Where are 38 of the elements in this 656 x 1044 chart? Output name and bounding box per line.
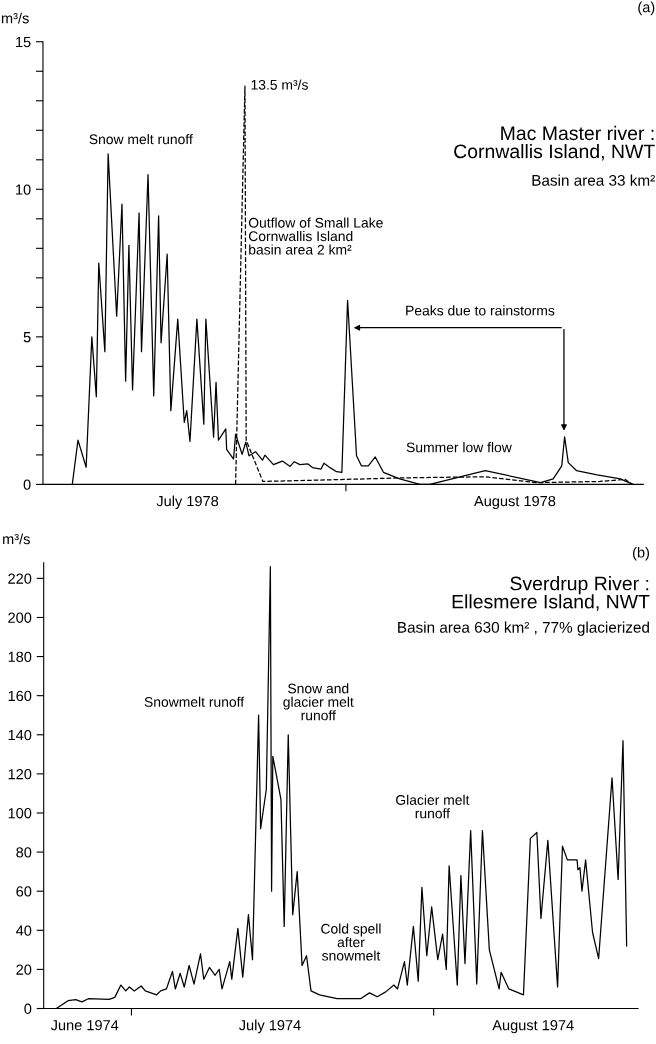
y-tick-label: 200 [8, 612, 32, 623]
y-tick-label: 160 [8, 690, 32, 702]
y-tick-label: 140 [8, 729, 32, 741]
text: Basin area 33 km² [532, 174, 655, 186]
y-tick-label: 100 [8, 808, 32, 819]
y-tick-label: 60 [16, 886, 32, 897]
y-tick-label: 120 [8, 768, 32, 780]
text: Basin area 630 km² , 77% glacierized [398, 621, 649, 636]
text: (a) [638, 1, 655, 16]
y-tick-label: 15 [16, 37, 31, 48]
y-tick-label: 5 [23, 332, 31, 343]
annotation: Glacier melt runoff [396, 794, 470, 819]
text: Mac Master river : Cornwallis Island, NWT [454, 125, 655, 161]
x-tick-label: July 1974 [238, 1019, 301, 1034]
y-tick-label: 20 [16, 964, 32, 975]
annotation: Peaks due to rainstorms [406, 305, 555, 316]
annotation: Snow melt runoff [89, 134, 193, 145]
text: (b) [633, 546, 650, 561]
x-tick-label: July 1978 [156, 495, 219, 510]
x-tick-label: August 1974 [492, 1020, 574, 1034]
annotation: 13.5 m³/s [251, 79, 308, 90]
y-tick-label: 220 [8, 573, 32, 584]
annotation: Snowmelt runoff [144, 696, 245, 707]
y-tick-label: 0 [24, 1003, 32, 1014]
y-tick-label: 10 [16, 184, 31, 195]
x-tick-label: August 1978 [474, 495, 556, 510]
annotation: Summer low flow [406, 442, 512, 453]
y-tick-label: 0 [23, 479, 31, 490]
x-tick-label: June 1974 [50, 1020, 119, 1031]
annotation: Outflow of Small Lake Cornwallis Island basin area 2 km² [248, 217, 383, 255]
y-axis-title: m³/s [1, 12, 29, 24]
y-tick-label: 180 [8, 651, 32, 662]
y-tick-label: 40 [16, 925, 32, 936]
y-axis-title: m³/s [3, 533, 30, 545]
y-tick-label: 80 [16, 847, 32, 858]
annotation: Snow and glacier melt runoff [283, 683, 354, 721]
text: Sverdrup River : Ellesmere Island, NWT [452, 576, 650, 611]
annotation: Cold spell after snowmelt [321, 923, 381, 961]
